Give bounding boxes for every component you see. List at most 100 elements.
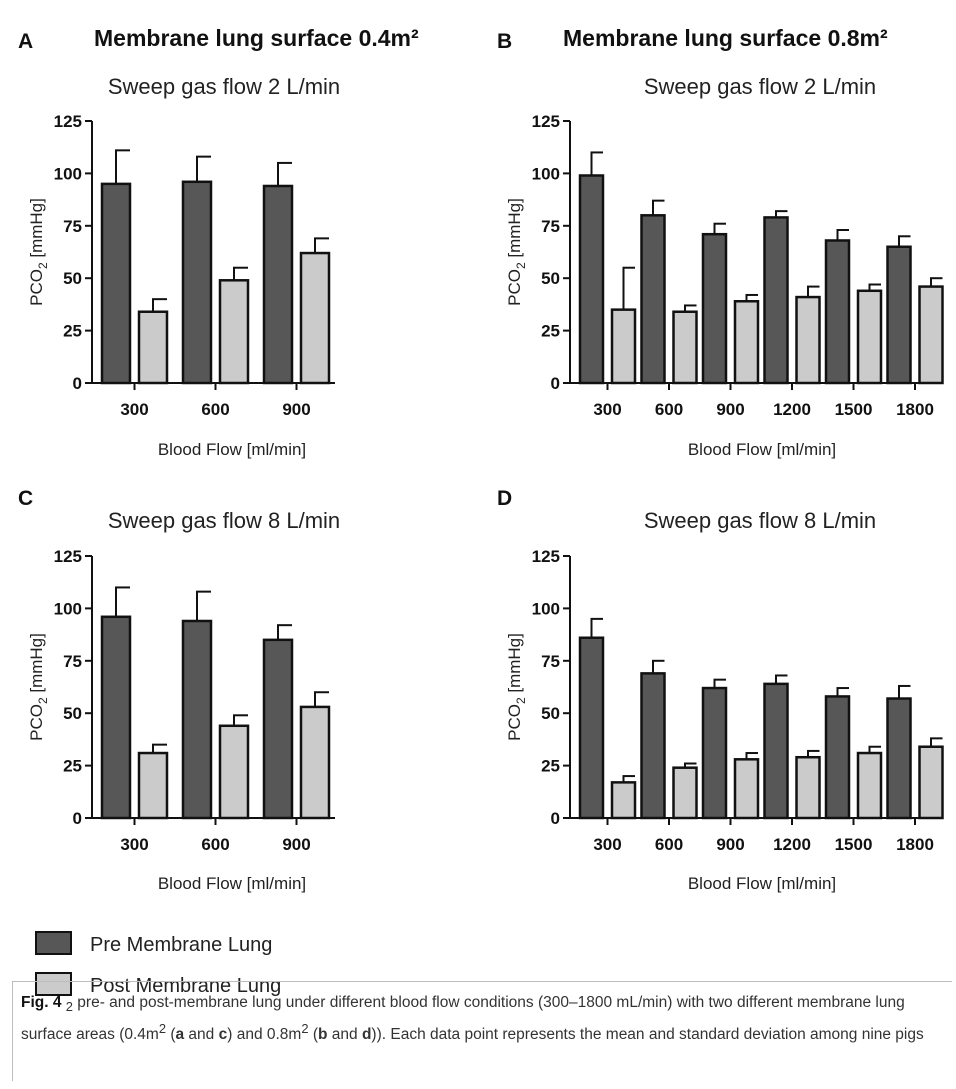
x-tick-label-a: 300: [120, 400, 148, 419]
bar-post-d: [672, 766, 698, 820]
caption-text-5: )). Each data point represents the mean …: [371, 1026, 924, 1044]
legend: Pre Membrane Lung Post Membrane Lung: [35, 931, 281, 997]
bar-pre-d: [640, 672, 666, 820]
y-tick-label-c: 25: [63, 757, 82, 776]
bar-pre-b: [763, 216, 789, 385]
x-tick-label-c: 300: [120, 835, 148, 854]
y-axis-label-b: PCO2 [mmHg]: [505, 198, 528, 306]
caption-ref-a: a: [175, 1026, 185, 1044]
bar-pre-d: [701, 686, 728, 820]
chart-panel-a: Sweep gas flow 2 L/min 0 25 50 75 100 125 PCO2 …: [27, 74, 340, 459]
y-tick-label-d: 125: [532, 547, 560, 566]
x-tick-label-d: 1200: [773, 835, 811, 854]
legend-label-pre: Pre Membrane Lung: [90, 934, 272, 956]
bar-pre-a: [262, 184, 294, 385]
x-tick-label-a: 600: [201, 400, 229, 419]
bar-post-b: [795, 295, 821, 385]
bar-post-a: [299, 251, 331, 385]
heading-panel-a: Membrane lung surface 0.4m²: [94, 25, 419, 51]
y-tick-label-c: 75: [63, 652, 82, 671]
caption-text-4: (: [308, 1026, 318, 1044]
y-axis-label-d: PCO2 [mmHg]: [505, 633, 528, 741]
bar-pre-d: [886, 697, 912, 820]
y-tick-label-d: 0: [551, 809, 560, 828]
x-tick-label-d: 1800: [896, 835, 934, 854]
y-tick-label-a: 100: [54, 164, 82, 183]
caption-sup-2: 2: [301, 1021, 309, 1037]
y-tick-label-d: 75: [541, 652, 560, 671]
panel-letter-b: B: [497, 30, 512, 53]
bar-post-c: [137, 751, 169, 820]
bar-pre-c: [262, 638, 294, 820]
y-tick-label-d: 25: [541, 757, 560, 776]
x-tick-label-b: 1200: [773, 400, 811, 419]
y-tick-label-b: 75: [541, 217, 560, 236]
y-axis-label-c: PCO2 [mmHg]: [27, 633, 50, 741]
bar-post-a: [218, 279, 250, 385]
y-tick-label-c: 125: [54, 547, 82, 566]
y-tick-label-a: 0: [73, 374, 82, 393]
x-tick-label-d: 900: [716, 835, 744, 854]
x-tick-label-c: 600: [201, 835, 229, 854]
x-axis-label-a: Blood Flow [ml/min]: [158, 440, 306, 459]
bar-post-b: [733, 300, 760, 385]
caption-and-2: and: [327, 1026, 362, 1044]
chart-panel-b: Sweep gas flow 2 L/min 0 25 50 75 100 125 PCO2 …: [505, 74, 944, 459]
bar-pre-d: [824, 695, 851, 820]
bar-post-d: [856, 751, 883, 820]
legend-label-post: Post Membrane Lung: [90, 975, 281, 997]
y-tick-label-a: 25: [63, 322, 82, 341]
x-tick-label-b: 1500: [835, 400, 873, 419]
x-tick-label-a: 900: [282, 400, 310, 419]
bar-pre-d: [763, 682, 789, 820]
caption-text-3: ) and 0.8m: [227, 1026, 302, 1044]
bar-pre-b: [640, 214, 666, 385]
legend-swatch-pre: [35, 931, 72, 955]
y-tick-label-a: 50: [63, 269, 82, 288]
y-tick-label-c: 0: [73, 809, 82, 828]
x-tick-label-b: 600: [655, 400, 683, 419]
bar-post-d: [795, 755, 821, 820]
chart-title-b: Sweep gas flow 2 L/min: [644, 74, 876, 99]
chart-title-a: Sweep gas flow 2 L/min: [108, 74, 340, 99]
y-tick-label-b: 100: [532, 164, 560, 183]
bar-pre-b: [824, 239, 851, 385]
y-tick-label-d: 50: [541, 704, 560, 723]
bar-post-b: [672, 310, 698, 385]
caption-ref-b: b: [318, 1026, 328, 1044]
chart-panel-c: Sweep gas flow 8 L/min 0 25 50 75 100 125 PCO2 …: [27, 508, 340, 893]
caption-and-1: and: [184, 1026, 219, 1044]
bar-post-b: [856, 289, 883, 385]
bar-post-b: [610, 308, 637, 385]
x-tick-label-d: 300: [593, 835, 621, 854]
panel-letter-c: C: [18, 487, 33, 510]
x-tick-label-d: 1500: [835, 835, 873, 854]
caption-ref-c: c: [218, 1026, 228, 1044]
y-tick-label-b: 0: [551, 374, 560, 393]
x-tick-label-c: 900: [282, 835, 310, 854]
heading-panel-b: Membrane lung surface 0.8m²: [563, 25, 888, 51]
bar-pre-b: [886, 245, 912, 385]
caption-text-1: pre- and post-membrane lung under differ…: [21, 994, 905, 1044]
x-axis-label-b: Blood Flow [ml/min]: [688, 440, 836, 459]
x-tick-label-d: 600: [655, 835, 683, 854]
bar-pre-b: [701, 232, 728, 385]
bar-post-d: [610, 781, 637, 820]
bar-pre-a: [100, 182, 132, 385]
bar-post-c: [299, 705, 331, 820]
caption-text-2: (: [166, 1026, 176, 1044]
y-tick-label-b: 25: [541, 322, 560, 341]
y-tick-label-a: 125: [54, 112, 82, 131]
panel-letter-d: D: [497, 487, 512, 510]
y-axis-label-a: PCO2 [mmHg]: [27, 198, 50, 306]
caption-pco-subscript: 2: [65, 999, 73, 1015]
bar-post-d: [918, 745, 944, 820]
y-tick-label-d: 100: [532, 599, 560, 618]
x-tick-label-b: 900: [716, 400, 744, 419]
bar-post-c: [218, 724, 250, 820]
figure-caption: Fig. 4 2 pre- and post-membrane lung und…: [12, 981, 952, 1081]
x-axis-label-c: Blood Flow [ml/min]: [158, 874, 306, 893]
chart-title-d: Sweep gas flow 8 L/min: [644, 508, 876, 533]
y-tick-label-c: 50: [63, 704, 82, 723]
